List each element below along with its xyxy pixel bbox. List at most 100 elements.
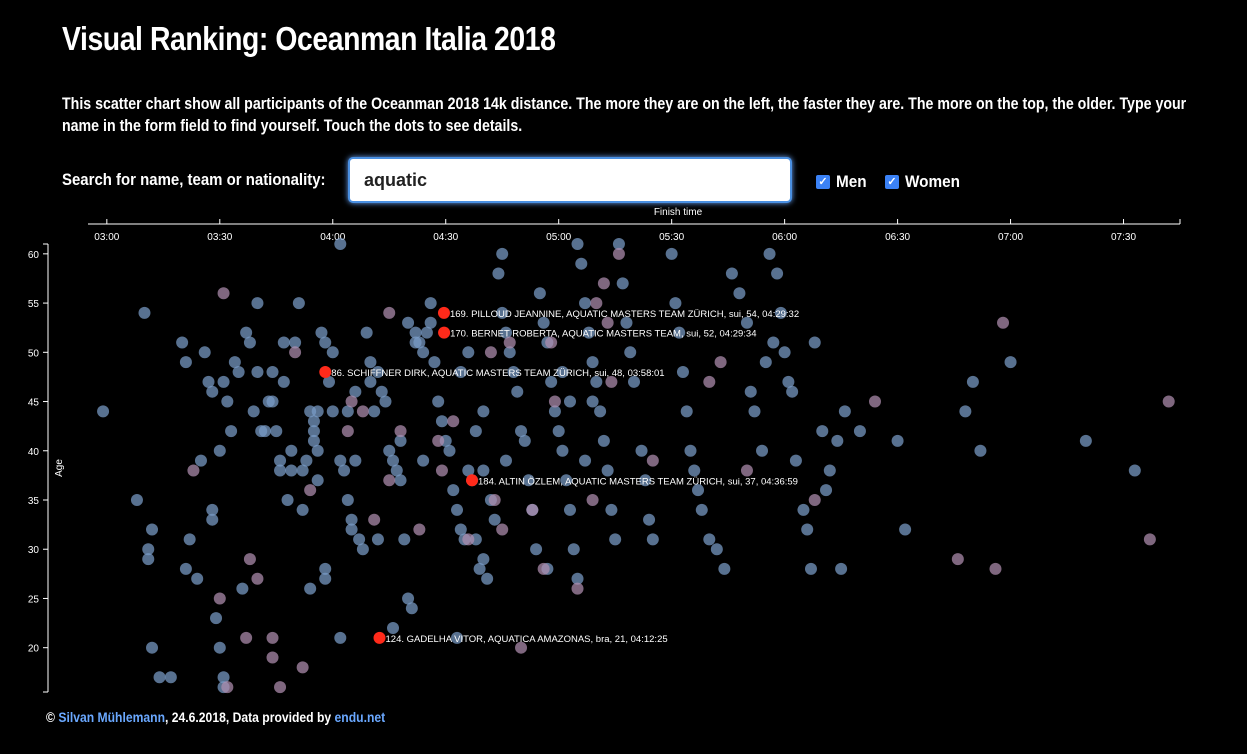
men-dot	[1128, 464, 1141, 477]
men-dot	[183, 533, 196, 546]
men-dot	[1079, 434, 1092, 447]
men-dot	[767, 336, 780, 349]
men-dot	[499, 454, 512, 467]
men-dot	[296, 503, 309, 516]
men-dot	[243, 336, 256, 349]
men-dot	[756, 444, 769, 457]
author-link[interactable]: Silvan Mühlemann	[58, 710, 166, 725]
men-dot	[274, 454, 287, 467]
men-dot	[285, 464, 298, 477]
men-dot	[710, 543, 723, 556]
women-dot	[496, 523, 509, 536]
men-dot	[364, 375, 377, 388]
men-dot	[130, 494, 143, 506]
men-dot	[774, 306, 787, 319]
women-dot	[447, 415, 460, 428]
men-dot	[643, 513, 656, 526]
men-dot	[703, 533, 716, 546]
men-dot	[296, 464, 309, 477]
men-dot	[251, 366, 264, 378]
men-dot	[221, 395, 234, 408]
women-dot	[526, 503, 539, 516]
men-dot	[356, 543, 369, 556]
men-dot	[831, 434, 844, 447]
source-link[interactable]: endu.net	[334, 710, 386, 725]
men-dot	[515, 425, 528, 438]
men-dot	[341, 494, 354, 506]
men-dot	[673, 326, 686, 339]
men-dot	[563, 395, 576, 408]
men-dot	[639, 474, 652, 487]
y-tick-label: 55	[28, 299, 40, 310]
men-dot	[579, 454, 592, 467]
men-dot	[319, 572, 332, 585]
men-dot	[266, 395, 279, 408]
men-dot	[353, 533, 366, 546]
women-dot	[394, 425, 407, 438]
men-dot	[394, 474, 407, 487]
women-dot	[703, 375, 716, 388]
women-dot	[740, 464, 753, 477]
men-dot	[771, 267, 784, 280]
men-dot	[142, 553, 155, 566]
women-dot	[597, 277, 610, 290]
scatter-chart: 03:00 03:30 04:00 04:30 05:00 05:30 06:00 06:30…	[28, 207, 1181, 694]
men-dot	[612, 238, 625, 250]
highlight-label: 169. PILLOUD JEANNINE, AQUATIC MASTERS T…	[450, 309, 799, 320]
women-filter-checkbox[interactable]: ✓ Women	[885, 172, 966, 192]
men-dot	[236, 582, 249, 595]
men-dot	[277, 336, 290, 349]
men-dot	[390, 464, 403, 477]
y-tick-label: 30	[28, 545, 40, 556]
men-dot	[537, 316, 550, 329]
women-dot	[289, 346, 302, 359]
men-dot	[1004, 356, 1017, 369]
men-dot	[176, 336, 189, 349]
checkmark-icon: ✓	[885, 175, 899, 189]
men-dot	[435, 415, 448, 428]
men-dot	[146, 523, 159, 536]
men-dot	[740, 316, 753, 329]
men-dot	[763, 247, 776, 260]
men-filter-checkbox[interactable]: ✓ Men	[816, 172, 870, 192]
men-dot	[432, 395, 445, 408]
men-dot	[405, 602, 418, 615]
women-dot	[341, 425, 354, 438]
men-dot	[789, 454, 802, 467]
men-dot	[511, 385, 524, 398]
men-dot	[522, 474, 535, 487]
y-tick-label: 40	[28, 447, 40, 458]
women-dot	[266, 631, 279, 644]
men-dot	[213, 444, 226, 457]
men-dot	[289, 336, 302, 349]
men-dot	[718, 562, 731, 575]
men-dot	[628, 375, 640, 388]
men-dot	[138, 306, 151, 319]
men-dot	[451, 631, 464, 644]
page-title: Visual Ranking: Oceanman Italia 2018	[62, 20, 556, 57]
men-dot	[786, 385, 799, 398]
men-dot	[545, 375, 558, 388]
men-dot	[594, 405, 607, 418]
women-dot	[503, 336, 516, 349]
men-dot	[206, 503, 219, 516]
men-dot	[225, 425, 238, 438]
women-dot	[435, 464, 448, 477]
men-dot	[311, 474, 324, 487]
y-tick-label: 25	[28, 594, 40, 605]
women-dot	[274, 681, 287, 694]
women-dot	[462, 533, 475, 546]
men-dot	[891, 434, 904, 447]
men-dot	[782, 375, 795, 388]
search-input[interactable]	[348, 157, 792, 203]
women-filter-label: Women	[905, 172, 960, 191]
men-dot	[635, 444, 648, 457]
women-dot	[586, 494, 599, 506]
men-dot	[191, 572, 204, 585]
men-dot	[251, 297, 264, 310]
men-dot	[258, 425, 271, 438]
men-dot	[692, 484, 705, 497]
men-dot	[454, 523, 467, 536]
men-dot	[387, 622, 400, 634]
men-dot	[823, 464, 836, 477]
